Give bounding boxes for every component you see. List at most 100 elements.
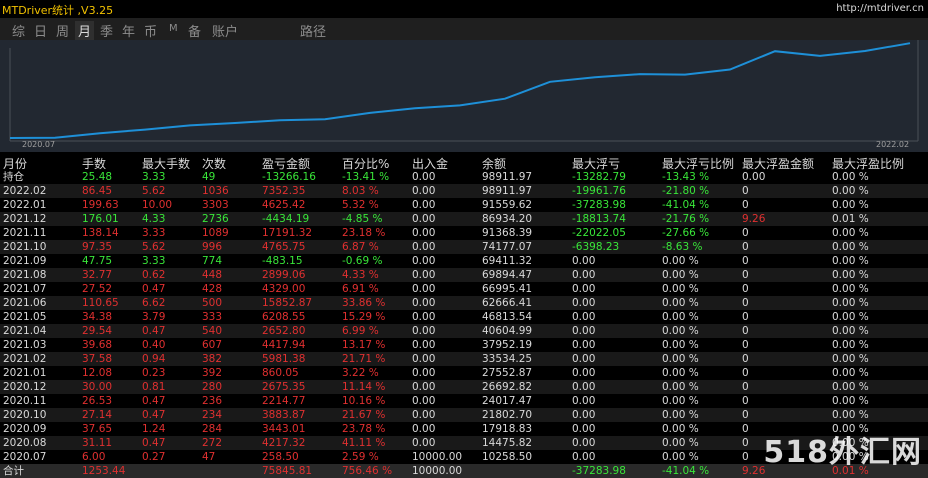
table-row[interactable]: 2021.11 138.14 3.33 1089 17191.32 23.18 % 0.00… <box>0 226 928 240</box>
table-row[interactable]: 2021.04 29.54 0.47 540 2652.80 6.99 % 0.00 4060… <box>0 324 928 338</box>
table-cell: 0.00 <box>412 353 436 365</box>
table-cell: 2022.02 <box>3 185 47 197</box>
table-cell: 11.14 % <box>342 381 386 393</box>
table-row[interactable]: 2021.08 32.77 0.62 448 2899.06 4.33 % 0.00 6989… <box>0 268 928 282</box>
table-cell: 3.22 % <box>342 367 379 379</box>
table-row[interactable]: 2022.01 199.63 10.00 3303 4625.42 5.32 % 0.00 9… <box>0 198 928 212</box>
table-cell: 12.08 <box>82 367 113 379</box>
table-cell: 14475.82 <box>482 437 533 449</box>
table-cell: 0.00 % <box>662 283 699 295</box>
table-row[interactable]: 2021.09 47.75 3.33 774 -483.15 -0.69 % 0.00 694… <box>0 254 928 268</box>
table-row[interactable]: 2020.10 27.14 0.47 234 3883.87 21.67 % 0.00 218… <box>0 408 928 422</box>
table-cell: 0.01 % <box>832 213 869 225</box>
table-cell: 0.00 <box>412 437 436 449</box>
table-row[interactable]: 2022.02 86.45 5.62 1036 7352.35 8.03 % 0.00 989… <box>0 184 928 198</box>
table-cell: 2675.35 <box>262 381 306 393</box>
chart-start-date: 2020.07 <box>22 140 56 149</box>
table-cell: 39.68 <box>82 339 113 351</box>
tab-currency[interactable]: 币 <box>144 25 158 40</box>
table-row[interactable]: 2021.07 27.52 0.47 428 4329.00 6.91 % 0.00 6699… <box>0 282 928 296</box>
table-cell: 0 <box>742 381 749 393</box>
table-cell: 0.00 <box>572 269 596 281</box>
table-row[interactable]: 2021.10 97.35 5.62 996 4765.75 6.87 % 0.00 7417… <box>0 240 928 254</box>
table-cell: 33534.25 <box>482 353 533 365</box>
table-cell: -13.41 % <box>342 171 390 183</box>
table-cell: 138.14 <box>82 227 119 239</box>
table-cell: 0.00 % <box>662 255 699 267</box>
tab-month[interactable]: 月 <box>75 21 95 40</box>
table-cell: 3.33 <box>142 227 166 239</box>
tab-note[interactable]: 备 <box>188 25 202 40</box>
table-cell: 0.00 <box>412 185 436 197</box>
table-cell: -4434.19 <box>262 213 310 225</box>
table-row[interactable]: 持仓 25.48 3.33 49 -13266.16 -13.41 % 0.00 98911.… <box>0 170 928 184</box>
table-cell: 13.17 % <box>342 339 386 351</box>
table-row[interactable]: 2020.11 26.53 0.47 236 2214.77 10.16 % 0.00 240… <box>0 394 928 408</box>
table-cell: 49 <box>202 171 216 183</box>
table-row[interactable]: 2020.12 30.00 0.81 280 2675.35 11.14 % 0.00 266… <box>0 380 928 394</box>
table-cell: 382 <box>202 353 223 365</box>
table-cell: 0.00 <box>572 255 596 267</box>
tab-m[interactable]: M <box>169 23 178 34</box>
table-cell: 6.00 <box>82 451 106 463</box>
table-cell: 1036 <box>202 185 229 197</box>
table-cell: 2020.10 <box>3 409 47 421</box>
table-cell: 0.00 % <box>662 269 699 281</box>
table-cell: 3883.87 <box>262 409 306 421</box>
tab-quarter[interactable]: 季 <box>100 25 114 40</box>
table-cell: 17191.32 <box>262 227 313 239</box>
table-row[interactable]: 2020.09 37.65 1.24 284 3443.01 23.78 % 0.00 179… <box>0 422 928 436</box>
table-cell: 4329.00 <box>262 283 306 295</box>
table-cell: 26.53 <box>82 395 113 407</box>
table-cell: 27552.87 <box>482 367 533 379</box>
table-cell: 2021.03 <box>3 339 47 351</box>
table-cell: 25.48 <box>82 171 113 183</box>
table-cell: 540 <box>202 325 223 337</box>
table-cell: 10258.50 <box>482 451 533 463</box>
tab-account[interactable]: 账户 <box>212 25 239 40</box>
table-cell: 0 <box>742 227 749 239</box>
table-cell: -27.66 % <box>662 227 710 239</box>
table-row[interactable]: 2021.03 39.68 0.40 607 4417.94 13.17 % 0.00 379… <box>0 338 928 352</box>
table-row[interactable]: 2021.02 37.58 0.94 382 5981.38 21.71 % 0.00 335… <box>0 352 928 366</box>
website-link[interactable]: http://mtdriver.cn <box>836 3 924 14</box>
table-cell: 47 <box>202 451 216 463</box>
table-cell: 0.00 <box>572 297 596 309</box>
table-cell: 0 <box>742 451 749 463</box>
table-row[interactable]: 2021.06 110.65 6.62 500 15852.87 33.86 % 0.00 6… <box>0 296 928 310</box>
table-row[interactable]: 2021.12 176.01 4.33 2736 -4434.19 -4.85 % 0.00… <box>0 212 928 226</box>
table-row[interactable]: 2020.08 31.11 0.47 272 4217.32 41.11 % 0.00 144… <box>0 436 928 450</box>
app-title: MTDriver统计 ,V3.25 <box>2 4 114 17</box>
table-cell: 10000.00 <box>412 451 463 463</box>
table-cell: 74177.07 <box>482 241 533 253</box>
tab-week[interactable]: 周 <box>56 25 70 40</box>
table-cell: 31.11 <box>82 437 113 449</box>
tab-overview[interactable]: 综 <box>12 25 26 40</box>
table-cell: 0.00 % <box>662 409 699 421</box>
table-cell: 2021.04 <box>3 325 47 337</box>
table-cell: 0 <box>742 437 749 449</box>
table-cell: 4765.75 <box>262 241 306 253</box>
table-cell: 0.00 % <box>832 437 869 449</box>
table-cell: 0.00 % <box>832 241 869 253</box>
table-row[interactable]: 2021.01 12.08 0.23 392 860.05 3.22 % 0.00 27552… <box>0 366 928 380</box>
tab-day[interactable]: 日 <box>34 25 48 40</box>
table-cell: 34.38 <box>82 311 113 323</box>
table-row[interactable]: 2021.05 34.38 3.79 333 6208.55 15.29 % 0.00 468… <box>0 310 928 324</box>
table-cell: 8.03 % <box>342 185 379 197</box>
table-cell: 10.16 % <box>342 395 386 407</box>
header-max-lots: 最大手数 <box>142 157 191 171</box>
tab-path[interactable]: 路径 <box>300 25 327 40</box>
tab-year[interactable]: 年 <box>122 25 136 40</box>
table-cell: -19961.76 <box>572 185 626 197</box>
table-cell: 98911.97 <box>482 171 533 183</box>
table-cell: 2.59 % <box>342 451 379 463</box>
table-row[interactable]: 2020.07 6.00 0.27 47 258.50 2.59 % 10000.00 102… <box>0 450 928 464</box>
table-cell: 0.00 <box>412 213 436 225</box>
table-cell: 0.00 % <box>662 339 699 351</box>
table-cell: 0.00 % <box>662 353 699 365</box>
table-cell: 47.75 <box>82 255 113 267</box>
table-cell: 9.26 <box>742 213 766 225</box>
table-cell: 6.87 % <box>342 241 379 253</box>
table-cell: -18813.74 <box>572 213 626 225</box>
